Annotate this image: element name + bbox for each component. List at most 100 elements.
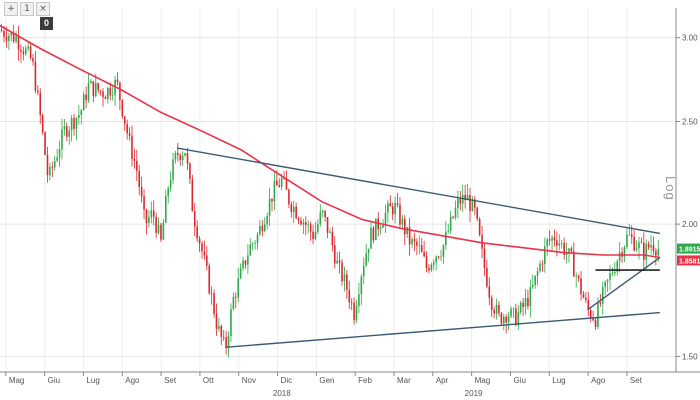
candle-body (428, 268, 430, 271)
candle-body (372, 227, 375, 241)
candle-body (53, 160, 56, 168)
candle-body (324, 210, 326, 218)
candle-body (244, 260, 247, 265)
ma-value-tag: 1.8581 (679, 258, 700, 265)
candle-body (68, 130, 71, 137)
candle-body (169, 179, 172, 189)
candle-body (387, 203, 389, 213)
candle-body (360, 276, 363, 295)
candle-body (278, 185, 281, 187)
candle-body (389, 203, 392, 207)
candle-body (599, 302, 602, 304)
candle-body (22, 51, 25, 54)
candle-body (585, 297, 587, 300)
candle-body (20, 49, 22, 52)
candle-body (628, 234, 631, 236)
candle-body (317, 224, 319, 232)
candle-body (488, 286, 491, 298)
candle-body (104, 97, 107, 100)
candle-body (437, 256, 440, 258)
candle-body (280, 177, 283, 187)
candle-body (208, 265, 211, 294)
y-tick-label: 1.50 (682, 352, 698, 361)
candle-body (524, 298, 527, 307)
candle-body (319, 212, 322, 225)
candle-body (218, 326, 220, 329)
candle-body (626, 234, 628, 248)
candle-body (568, 248, 570, 254)
candle-body (570, 248, 573, 252)
candle-body (367, 248, 370, 254)
candle-body (285, 178, 288, 190)
zoom-in-button[interactable]: + (4, 2, 18, 16)
candle-body (44, 132, 46, 155)
candle-body (292, 206, 295, 213)
candle-body (577, 275, 580, 279)
candle-body (430, 264, 433, 271)
candle-body (87, 83, 90, 101)
candle-body (338, 260, 341, 263)
info-button[interactable]: 1 (20, 2, 34, 16)
candle-body (391, 206, 394, 215)
candle-body (396, 203, 399, 205)
candle-body (99, 90, 102, 92)
candle-body (609, 273, 611, 280)
candle-body (486, 268, 488, 287)
trendline (587, 256, 661, 311)
candle-body (633, 236, 635, 251)
candle-body (85, 94, 87, 101)
candle-body (643, 242, 645, 260)
candle-body (172, 159, 174, 180)
candle-body (594, 320, 597, 327)
candle-body (215, 313, 218, 329)
candle-body (606, 279, 609, 282)
candle-body (222, 336, 225, 338)
candle-body (37, 90, 39, 93)
candle-body (297, 218, 300, 221)
candle-body (481, 235, 483, 249)
candle-body (416, 241, 418, 246)
candle-body (273, 180, 276, 202)
candle-body (128, 133, 131, 136)
candle-body (17, 36, 20, 50)
candle-body (29, 46, 32, 58)
candle-body (234, 296, 237, 298)
candle-body (556, 240, 558, 246)
candle-body (239, 268, 242, 279)
candle-body (107, 87, 109, 100)
indicator-badge[interactable]: 0 (40, 17, 53, 30)
candle-body (58, 149, 61, 158)
y-tick-label: 3.00 (682, 34, 698, 43)
candle-body (276, 180, 278, 186)
candle-body (604, 281, 606, 287)
ma-value-tag-box (677, 255, 700, 266)
candle-body (150, 210, 153, 218)
candle-body (650, 245, 652, 248)
candle-body (203, 251, 206, 256)
candle-body (65, 126, 68, 137)
candle-body (157, 224, 160, 233)
candle-body (333, 245, 336, 264)
candle-body (256, 234, 259, 243)
candle-body (3, 31, 5, 37)
candle-body (635, 248, 638, 251)
candle-body (478, 218, 481, 236)
candle-body (457, 198, 459, 209)
candle-body (449, 216, 452, 232)
candle-body (469, 195, 471, 211)
candle-body (109, 87, 112, 96)
candle-body (119, 82, 121, 100)
candle-body (75, 118, 78, 129)
candle-body (466, 195, 469, 201)
scale-mode-label[interactable]: Log (663, 176, 678, 201)
candle-body (447, 231, 450, 232)
candle-body (302, 222, 305, 225)
candle-body (63, 126, 66, 130)
candle-body (348, 289, 351, 303)
candle-body (379, 227, 382, 230)
candle-body (527, 298, 529, 307)
candle-body (162, 222, 165, 240)
candle-body (425, 256, 428, 269)
candle-body (181, 155, 184, 161)
close-button[interactable]: × (36, 2, 50, 16)
